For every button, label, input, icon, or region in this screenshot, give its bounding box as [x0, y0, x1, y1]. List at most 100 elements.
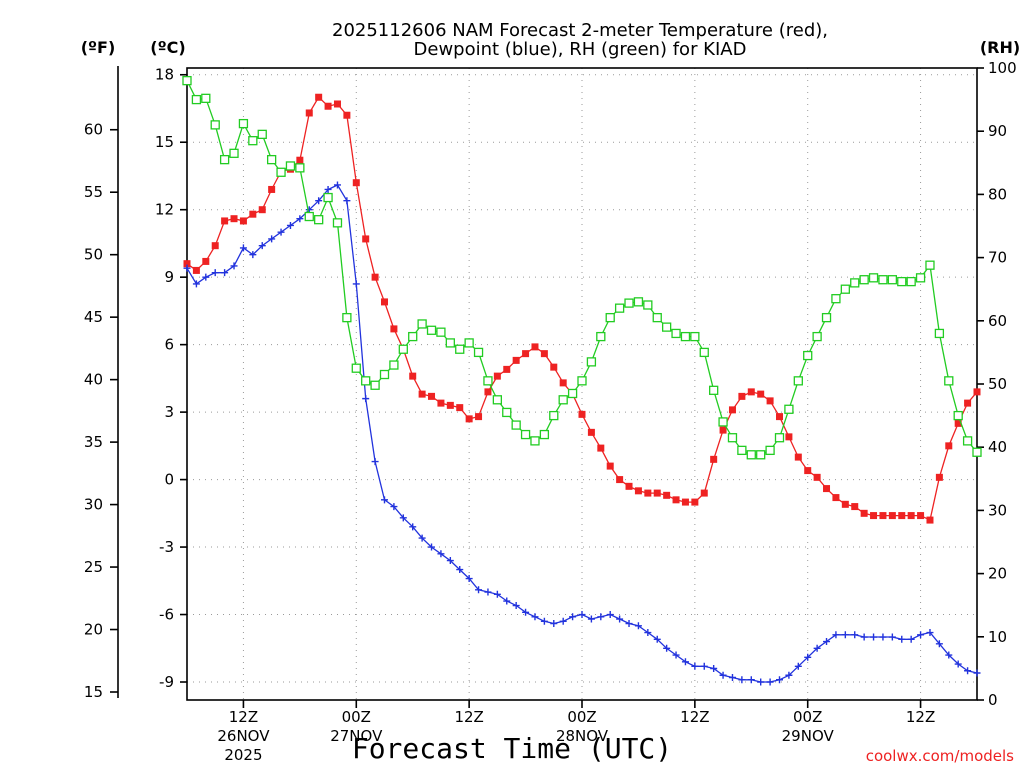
- dewpoint-point: [644, 629, 652, 637]
- rh-point: [643, 300, 653, 310]
- rh-point: [473, 347, 484, 358]
- temperature-point: [333, 100, 341, 108]
- dewpoint-point: [559, 617, 567, 625]
- fahrenheit-tick-label: 40: [84, 371, 103, 389]
- watermark: coolwx.com/models: [866, 747, 1014, 765]
- rh-point: [502, 407, 512, 418]
- time-tick-label: 27NOV: [330, 727, 383, 745]
- celsius-tick-label: 12: [155, 201, 174, 219]
- celsius-tick-label: -6: [159, 606, 174, 624]
- dewpoint-point: [719, 671, 727, 679]
- rh-point: [219, 154, 230, 165]
- temperature-point: [917, 512, 925, 520]
- dewpoint-point: [728, 674, 736, 682]
- time-tick-label: 29NOV: [782, 727, 835, 745]
- rh-point: [746, 450, 756, 460]
- temperature-point: [870, 512, 878, 520]
- dewpoint-point: [681, 658, 689, 666]
- rh-point: [906, 276, 916, 287]
- temperature-point: [644, 489, 652, 497]
- dewpoint-point: [785, 671, 793, 679]
- celsius-unit-label: (ºC): [150, 38, 185, 57]
- temperature-point: [945, 442, 953, 450]
- dewpoint-point: [907, 635, 915, 643]
- rh-point: [868, 273, 879, 283]
- temperature-point: [851, 503, 859, 511]
- rh-point: [831, 294, 841, 304]
- rh-point: [624, 298, 634, 308]
- rh-point: [389, 360, 399, 370]
- series-line: [186, 184, 978, 683]
- rh-point: [361, 376, 371, 386]
- rh-point: [464, 338, 474, 348]
- rh-tick-label: 40: [988, 438, 1007, 456]
- fahrenheit-tick-label: 60: [84, 121, 103, 139]
- rh-point: [897, 276, 907, 287]
- dewpoint-point: [945, 651, 953, 659]
- temperature-point: [663, 491, 671, 499]
- rh-point: [661, 322, 672, 332]
- rh-point: [483, 376, 493, 386]
- rh-point: [191, 94, 202, 105]
- rh-tick-label: 0: [988, 691, 998, 709]
- temperature-point: [860, 509, 868, 517]
- rh-point: [398, 344, 408, 354]
- dewpoint-point: [766, 678, 774, 686]
- dewpoint-point: [879, 633, 887, 641]
- celsius-tick-label: 0: [164, 471, 174, 489]
- rh-tick-label: 60: [988, 312, 1007, 330]
- rh-point: [878, 275, 888, 285]
- rh-point: [859, 275, 869, 285]
- dewpoint-point: [446, 557, 454, 565]
- temperature-point: [484, 388, 492, 396]
- dewpoint-point: [616, 615, 624, 623]
- rh-point: [671, 328, 681, 339]
- rh-point: [323, 192, 333, 203]
- dewpoint-point: [898, 635, 906, 643]
- temperature-point: [898, 512, 906, 520]
- rh-point: [605, 312, 615, 323]
- celsius-tick-label: 6: [164, 336, 174, 354]
- temperature-point: [879, 512, 887, 520]
- temperature-point: [766, 397, 774, 405]
- temperature-point: [268, 185, 276, 193]
- rh-tick-label: 70: [988, 249, 1007, 267]
- dewpoint-point: [888, 633, 896, 641]
- dewpoint-point: [954, 660, 962, 668]
- dewpoint-point: [973, 669, 981, 677]
- temperature-point: [832, 494, 840, 502]
- dewpoint-point: [747, 676, 755, 684]
- rh-point: [709, 385, 719, 395]
- rh-tick-label: 80: [988, 185, 1007, 203]
- temperature-point: [230, 215, 238, 223]
- rh-point: [408, 331, 418, 342]
- time-tick-label: 2025: [224, 746, 262, 764]
- rh-point: [520, 429, 531, 440]
- temperature-point: [578, 410, 586, 418]
- dewpoint-point: [794, 662, 802, 670]
- fahrenheit-axis-ticks: 15 20 25 30 35 40 45 50 55 60: [84, 121, 118, 701]
- temperature-point: [888, 512, 896, 520]
- temperature-point: [239, 217, 247, 225]
- dewpoint-point: [183, 264, 191, 272]
- rh-point: [953, 410, 963, 421]
- dewpoint-point: [860, 633, 868, 641]
- rh-point: [558, 395, 568, 405]
- dewpoint-point: [578, 611, 586, 619]
- chart-title: 2025112606 NAM Forecast 2-meter Temperat…: [332, 20, 828, 41]
- dewpoint-point: [738, 676, 746, 684]
- rh-point: [850, 278, 860, 288]
- rh-point: [304, 211, 314, 222]
- celsius-tick-label: 15: [155, 133, 174, 151]
- temperature-point: [964, 399, 972, 407]
- rh-point: [793, 376, 803, 386]
- celsius-tick-label: 3: [164, 403, 174, 421]
- rh-point: [699, 347, 709, 358]
- dewpoint-point: [625, 620, 633, 628]
- dewpoint-point: [851, 631, 859, 639]
- dewpoint-point: [841, 631, 849, 639]
- celsius-tick-label: 18: [155, 66, 174, 84]
- rh-point: [737, 445, 747, 456]
- dewpoint-point: [663, 644, 671, 652]
- temperature-point: [550, 363, 558, 371]
